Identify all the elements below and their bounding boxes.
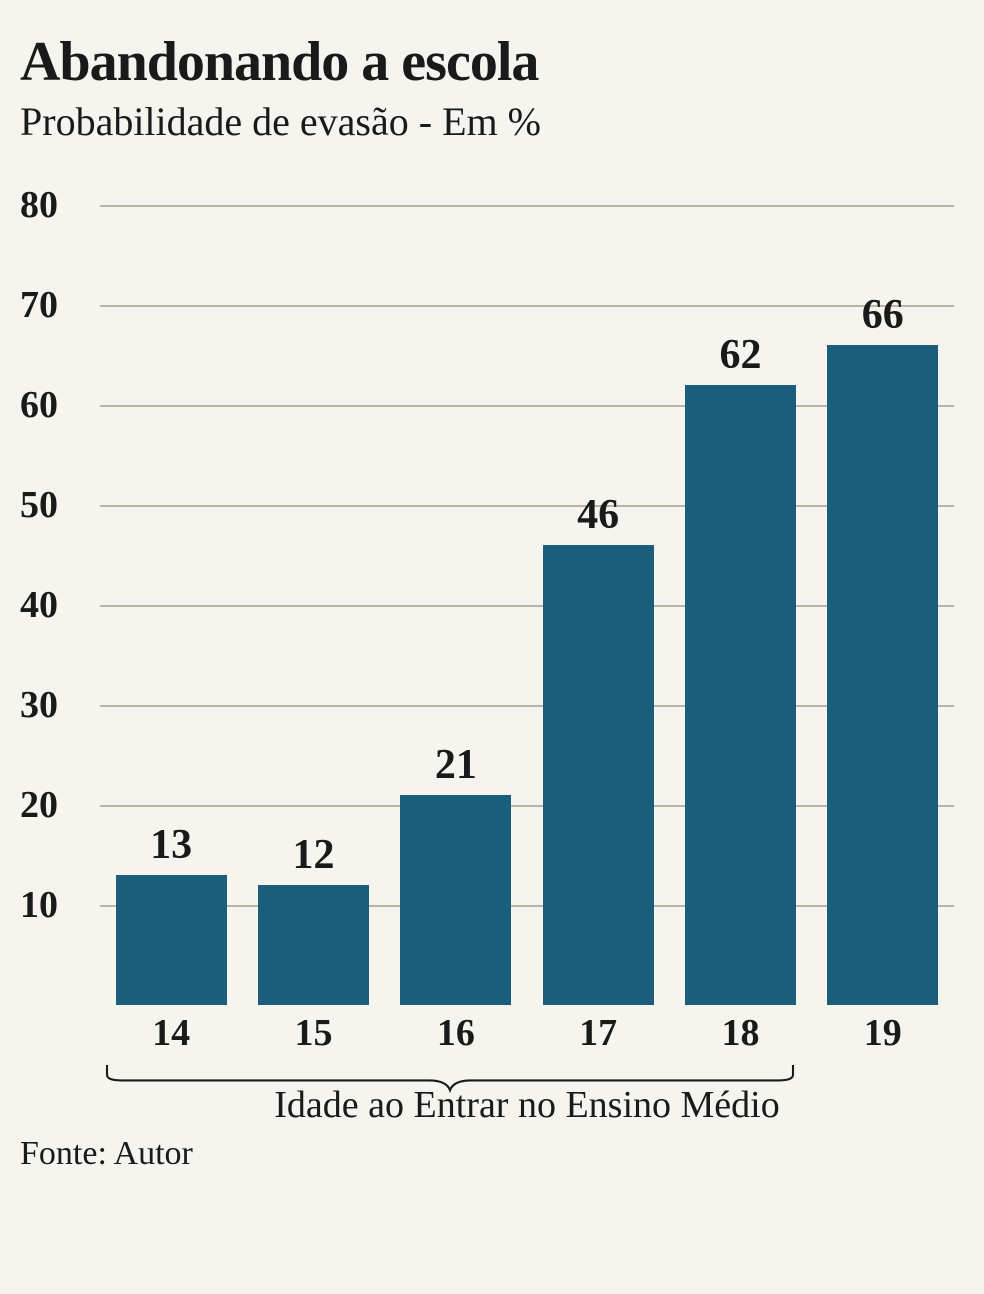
bar-value-label: 66 [862, 291, 904, 339]
bar [543, 545, 654, 1005]
bar [685, 385, 796, 1005]
bars-group: 13 12 21 46 62 66 [100, 205, 954, 1005]
x-category-label: 19 [812, 1011, 954, 1055]
bar [116, 875, 227, 1005]
y-tick-label: 40 [20, 583, 90, 627]
bar-value-label: 46 [577, 491, 619, 539]
x-category-label: 15 [242, 1011, 384, 1055]
x-category-labels: 141516171819 [100, 1011, 954, 1055]
x-axis-label: Idade ao Entrar no Ensino Médio [100, 1083, 954, 1127]
bar-slot: 66 [812, 205, 954, 1005]
bar-value-label: 12 [292, 831, 334, 879]
y-tick-label: 80 [20, 183, 90, 227]
x-category-label: 17 [527, 1011, 669, 1055]
bar-slot: 46 [527, 205, 669, 1005]
x-brace-group: Idade ao Entrar no Ensino Médio [100, 1065, 954, 1115]
bar [827, 345, 938, 1005]
chart-container: 1020304050607080 131221466266 1415161718… [20, 205, 964, 1105]
bar-slot: 62 [669, 205, 811, 1005]
plot-area: 1020304050607080 131221466266 [100, 205, 954, 1005]
y-tick-label: 60 [20, 383, 90, 427]
bar-slot: 13 [100, 205, 242, 1005]
x-category-label: 14 [100, 1011, 242, 1055]
y-tick-label: 30 [20, 683, 90, 727]
bar-value-label: 13 [150, 821, 192, 869]
y-tick-label: 70 [20, 283, 90, 327]
bar [400, 795, 511, 1005]
chart-subtitle: Probabilidade de evasão - Em % [20, 98, 964, 145]
y-tick-label: 10 [20, 883, 90, 927]
y-tick-label: 20 [20, 783, 90, 827]
bar-slot: 21 [385, 205, 527, 1005]
bar [258, 885, 369, 1005]
source-text: Fonte: Autor [20, 1135, 964, 1173]
chart-title: Abandonando a escola [20, 30, 964, 94]
x-category-label: 16 [385, 1011, 527, 1055]
y-tick-label: 50 [20, 483, 90, 527]
x-category-label: 18 [669, 1011, 811, 1055]
bar-value-label: 21 [435, 741, 477, 789]
bar-slot: 12 [242, 205, 384, 1005]
bar-value-label: 62 [719, 331, 761, 379]
